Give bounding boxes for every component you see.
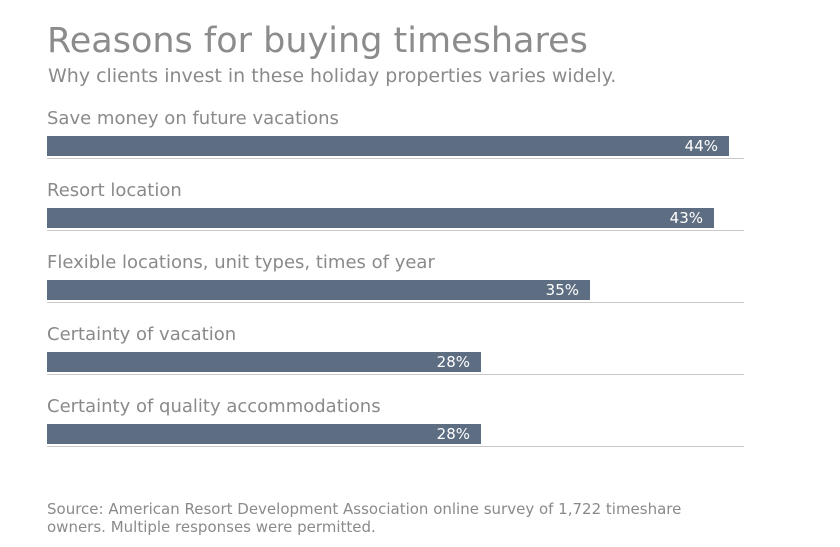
chart-title: Reasons for buying timeshares	[47, 21, 588, 61]
data-label: 43%	[669, 209, 703, 227]
bar-chart: Save money on future vacations 44% Resort …	[47, 108, 744, 448]
bar-track: 43%	[47, 208, 744, 231]
data-label: 44%	[684, 137, 718, 155]
source-note: Source: American Resort Development Asso…	[47, 500, 682, 536]
bar-row: Flexible locations, unit types, times of…	[47, 252, 744, 304]
bar: 35%	[47, 280, 590, 300]
bar-track: 35%	[47, 280, 744, 303]
bar: 43%	[47, 208, 714, 228]
category-label: Certainty of quality accommodations	[47, 396, 381, 417]
bar: 28%	[47, 424, 481, 444]
category-label: Flexible locations, unit types, times of…	[47, 252, 435, 273]
bar: 28%	[47, 352, 481, 372]
bar: 44%	[47, 136, 729, 156]
bar-row: Certainty of vacation 28%	[47, 324, 744, 376]
data-label: 28%	[436, 425, 470, 443]
bar-track: 44%	[47, 136, 744, 159]
data-label: 28%	[436, 353, 470, 371]
bar-row: Resort location 43%	[47, 180, 744, 232]
chart-subtitle: Why clients invest in these holiday prop…	[48, 65, 617, 87]
bar-row: Certainty of quality accommodations 28%	[47, 396, 744, 448]
category-label: Save money on future vacations	[47, 108, 339, 129]
bar-track: 28%	[47, 352, 744, 375]
bar-row: Save money on future vacations 44%	[47, 108, 744, 160]
bar-track: 28%	[47, 424, 744, 447]
data-label: 35%	[545, 281, 579, 299]
category-label: Resort location	[47, 180, 182, 201]
category-label: Certainty of vacation	[47, 324, 237, 345]
